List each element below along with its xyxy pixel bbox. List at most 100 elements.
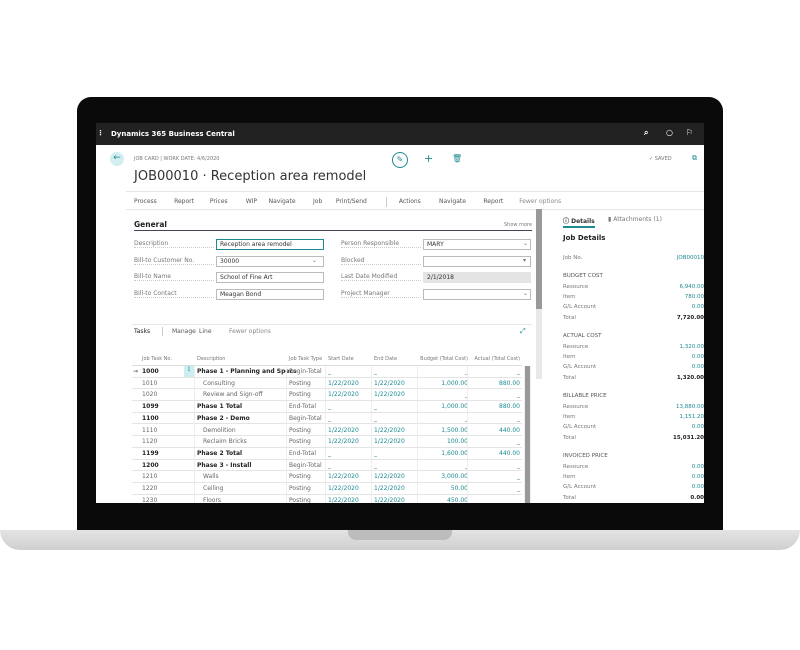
table-row[interactable]: 1199 Phase 2 Total End-Total _ _ 1,600.00 440.… — [132, 447, 522, 460]
chevron-down-icon[interactable]: ⌄ — [523, 289, 529, 297]
factbox-value[interactable]: 1,151.20 — [679, 414, 705, 421]
budget-cost[interactable]: 1,000.00 — [441, 379, 468, 387]
table-row[interactable]: 1230 Floors Posting 1/22/2020 1/22/2020 450.0… — [132, 494, 522, 503]
row-menu-icon[interactable]: ⋮ — [184, 366, 194, 377]
action-prices[interactable]: Prices — [209, 198, 228, 205]
scrollbar[interactable] — [524, 366, 531, 503]
factbox-value[interactable]: 0.00 — [691, 364, 704, 371]
field-input[interactable]: 30000 — [216, 255, 324, 267]
factbox-value[interactable]: 13,880.00 — [676, 404, 704, 410]
action-report[interactable]: Report — [483, 198, 504, 205]
flag-icon[interactable]: ⚐ — [686, 128, 694, 137]
end-date[interactable]: 1/22/2020 — [374, 496, 405, 503]
new-button[interactable]: + — [424, 152, 434, 165]
column-header[interactable]: Budget (Total Cost) — [420, 356, 468, 362]
actual-cost[interactable]: 440.00 — [499, 426, 520, 434]
field-input[interactable] — [423, 288, 531, 300]
column-header[interactable]: Actual (Total Cost) — [474, 356, 520, 362]
actual-cost[interactable]: _ — [517, 368, 520, 375]
end-date[interactable]: 1/22/2020 — [374, 379, 405, 387]
expand-icon[interactable]: ⤢ — [520, 327, 526, 335]
table-row[interactable]: 1100 Phase 2 - Demo Begin-Total _ _ _ _ — [132, 412, 522, 425]
budget-cost[interactable]: _ — [465, 414, 468, 422]
actual-cost[interactable]: 880.00 — [499, 379, 520, 387]
column-header[interactable]: End Date — [374, 356, 398, 362]
actual-cost[interactable]: _ — [517, 438, 520, 446]
end-date[interactable]: 1/22/2020 — [374, 391, 405, 399]
start-date[interactable]: _ — [328, 414, 331, 422]
tab-attachments[interactable]: ▮ Attachments (1) — [608, 216, 662, 223]
budget-cost[interactable]: 3,000.00 — [441, 473, 468, 481]
back-button[interactable]: ← — [110, 152, 124, 166]
table-row[interactable]: 1210 Walls Posting 1/22/2020 1/22/2020 3,000.… — [132, 471, 522, 483]
start-date[interactable]: _ — [328, 403, 331, 411]
table-row[interactable]: 1220 Ceiling Posting 1/22/2020 1/22/2020 50.0… — [132, 483, 522, 495]
action-navigate[interactable]: Navigate — [268, 198, 296, 205]
job-no-value[interactable]: JOB00010 — [676, 255, 704, 261]
factbox-value[interactable]: 0.00 — [691, 304, 704, 311]
field-input[interactable]: Meagan Bond — [216, 288, 324, 300]
table-row[interactable]: 1010 Consulting Posting 1/22/2020 1/22/2020 1… — [132, 377, 522, 390]
budget-cost[interactable]: 100.00 — [447, 438, 468, 446]
show-more-link[interactable]: Show more — [504, 222, 533, 228]
end-date[interactable]: 1/22/2020 — [374, 426, 405, 434]
action-report[interactable]: Report — [174, 198, 194, 205]
start-date[interactable]: _ — [328, 449, 331, 457]
table-row[interactable]: 1110 Demolition Posting 1/22/2020 1/22/2020 1… — [132, 424, 522, 437]
chevron-down-icon[interactable]: ⌄ — [312, 256, 318, 264]
end-date[interactable]: _ — [374, 449, 377, 457]
tasks-tab-1[interactable]: Manage — [172, 328, 196, 335]
end-date[interactable]: _ — [374, 461, 377, 469]
actual-cost[interactable]: _ — [517, 473, 520, 481]
action-actions[interactable]: Actions — [398, 198, 421, 205]
column-header[interactable]: Job Task No. — [142, 356, 172, 362]
tasks-tab-3[interactable]: Fewer options — [229, 328, 271, 335]
end-date[interactable]: 1/22/2020 — [374, 438, 405, 446]
start-date[interactable]: 1/22/2020 — [328, 473, 359, 481]
actual-cost[interactable]: _ — [517, 461, 520, 469]
budget-cost[interactable]: _ — [465, 391, 468, 399]
popout-icon[interactable]: ⧉ — [692, 154, 697, 162]
table-row[interactable]: 1099 Phase 1 Total End-Total _ _ 1,000.00 880.… — [132, 401, 522, 413]
table-row[interactable]: 1020 Review and Sign-off Posting 1/22/2020 1… — [132, 389, 522, 402]
field-input[interactable]: MARY — [423, 239, 531, 250]
start-date[interactable]: 1/22/2020 — [328, 391, 359, 399]
edit-button[interactable]: ✎ — [392, 152, 408, 168]
actual-cost[interactable]: _ — [517, 391, 520, 399]
table-row[interactable]: 1120 Reclaim Bricks Posting 1/22/2020 1/22/2… — [132, 436, 522, 448]
end-date[interactable]: 1/22/2020 — [374, 485, 405, 492]
actual-cost[interactable]: 440.00 — [499, 449, 520, 457]
tab-details[interactable]: ⓘ Details — [563, 218, 595, 225]
end-date[interactable]: _ — [374, 414, 377, 422]
budget-cost[interactable]: 50.00 — [450, 485, 468, 492]
column-header[interactable]: Description — [197, 356, 226, 362]
factbox-scrollbar[interactable] — [536, 209, 542, 379]
field-input[interactable]: Reception area remodel — [216, 239, 324, 250]
start-date[interactable]: 1/22/2020 — [328, 438, 359, 446]
tasks-tab-0[interactable]: Tasks — [134, 328, 151, 335]
action-print-send[interactable]: Print/Send — [335, 198, 367, 205]
factbox-value[interactable]: 0.00 — [691, 484, 704, 491]
action-fewer-options[interactable]: Fewer options — [519, 198, 562, 205]
budget-cost[interactable]: 1,500.00 — [441, 426, 468, 434]
dropdown-arrow-icon[interactable]: ▾ — [523, 256, 527, 264]
actual-cost[interactable]: _ — [517, 496, 520, 503]
bell-icon[interactable]: ○ — [666, 128, 673, 137]
delete-icon[interactable]: 🗑 — [452, 154, 463, 163]
column-header[interactable]: Job Task Type — [289, 356, 323, 362]
table-row[interactable]: → ⋮ 1000 Phase 1 - Planning and Specs Begin-… — [132, 366, 522, 378]
search-icon[interactable]: ⌕ — [644, 128, 649, 137]
budget-cost[interactable]: _ — [465, 461, 468, 469]
factbox-value[interactable]: 6,940.00 — [679, 284, 705, 290]
end-date[interactable]: _ — [374, 368, 377, 375]
factbox-value[interactable]: 0.00 — [691, 464, 704, 470]
actual-cost[interactable]: 880.00 — [499, 403, 520, 411]
start-date[interactable]: _ — [328, 368, 331, 375]
table-row[interactable]: 1200 Phase 3 - Install Begin-Total _ _ _ _ — [132, 459, 522, 472]
budget-cost[interactable]: 1,600.00 — [441, 449, 468, 457]
factbox-value[interactable]: 1,320.00 — [679, 344, 705, 350]
start-date[interactable]: 1/22/2020 — [328, 379, 359, 387]
start-date[interactable]: 1/22/2020 — [328, 485, 359, 492]
waffle-icon[interactable]: ⋮ — [97, 129, 104, 137]
field-input[interactable]: School of Fine Art — [216, 272, 324, 283]
